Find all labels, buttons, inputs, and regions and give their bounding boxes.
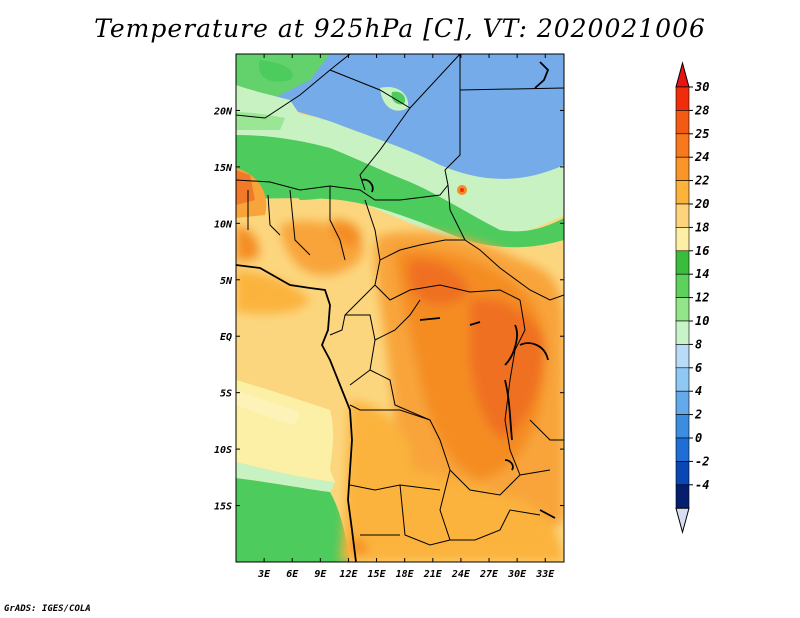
colorbar-segment	[675, 180, 690, 205]
colorbar-segment	[675, 320, 690, 345]
colorbar-label: 2	[694, 408, 702, 422]
colorbar-label: 18	[695, 220, 709, 234]
lon-tick-label: 6E	[286, 569, 299, 580]
colorbar-segment	[675, 273, 690, 298]
southern-atlantic-field	[236, 478, 350, 562]
colorbar-segment	[675, 484, 690, 509]
credit-label: GrADS: IGES/COLA	[4, 604, 91, 614]
lon-tick-label: 21E	[423, 569, 443, 580]
temperature-field	[236, 54, 564, 562]
lat-tick-label: EQ	[220, 332, 232, 343]
colorbar-segment	[675, 390, 690, 415]
colorbar-segment	[675, 297, 690, 322]
lat-tick-label: 15S	[214, 502, 232, 513]
lon-tick-label: 15E	[368, 569, 387, 580]
colorbar-segment	[675, 414, 690, 439]
map-frame	[235, 53, 565, 563]
colorbar-segment	[675, 86, 690, 111]
colorbar-segment	[675, 437, 690, 462]
lon-tick-label: 18E	[396, 569, 415, 580]
colorbar-segment	[675, 133, 690, 158]
colorbar-label: 25	[694, 127, 709, 141]
colorbar-segment	[675, 367, 690, 392]
colorbar-label: 24	[694, 150, 709, 164]
lon-tick-label: 24E	[451, 569, 471, 580]
colorbar-segment	[675, 227, 690, 252]
colorbar-segment	[675, 344, 690, 369]
colorbar-segment	[675, 461, 690, 486]
lon-tick-label: 33E	[535, 569, 555, 580]
colorbar-label: 22	[694, 174, 709, 188]
colorbar-bottom-triangle	[675, 507, 690, 535]
lon-tick-label: 3E	[257, 569, 271, 580]
colorbar-segment	[675, 250, 690, 275]
lat-tick-label: 5S	[220, 389, 232, 400]
lon-tick-label: 9E	[314, 569, 327, 580]
colorbar-top-triangle	[675, 61, 690, 88]
colorbar-label: 28	[694, 103, 709, 117]
lat-tick-label: 5N	[220, 276, 233, 287]
colorbar-segment	[675, 156, 690, 181]
country-borders	[236, 54, 564, 546]
colorbar-segment	[675, 110, 690, 135]
colorbar-label: 30	[694, 80, 709, 94]
lat-tick-label: 10N	[214, 219, 233, 230]
colorbar-label: 16	[695, 244, 709, 258]
lat-tick-label: 20N	[213, 106, 233, 117]
lon-tick-label: 12E	[339, 569, 358, 580]
lon-tick-label: 27E	[479, 569, 499, 580]
colorbar-label: 4	[695, 384, 702, 398]
colorbar-label: -2	[695, 454, 709, 468]
colorbar-label: 12	[695, 291, 709, 305]
colorbar-label: 6	[695, 361, 702, 375]
colorbar-label: 8	[695, 337, 702, 351]
colorbar-label: 10	[695, 314, 709, 328]
colorbar-segment	[675, 203, 690, 228]
cool-sahara-field	[236, 111, 564, 240]
colorbar-label: -4	[695, 478, 709, 492]
coastlines	[236, 61, 556, 562]
lat-axis: 20N 15N 10N 5N EQ 5S 10S 15S	[213, 106, 564, 513]
chart-title: Temperature at 925hPa [C], VT: 202002100…	[94, 14, 706, 43]
lat-tick-label: 15N	[214, 163, 233, 174]
lon-axis: 3E 6E 9E 12E 15E 18E 21E 24E 27E 30E 33E	[257, 54, 555, 580]
colorbar-label: 20	[694, 197, 709, 211]
colorbar-label: 0	[695, 431, 702, 445]
colorbar-label: 14	[695, 267, 709, 281]
lat-tick-label: 10S	[214, 445, 232, 456]
lon-tick-label: 30E	[507, 569, 527, 580]
